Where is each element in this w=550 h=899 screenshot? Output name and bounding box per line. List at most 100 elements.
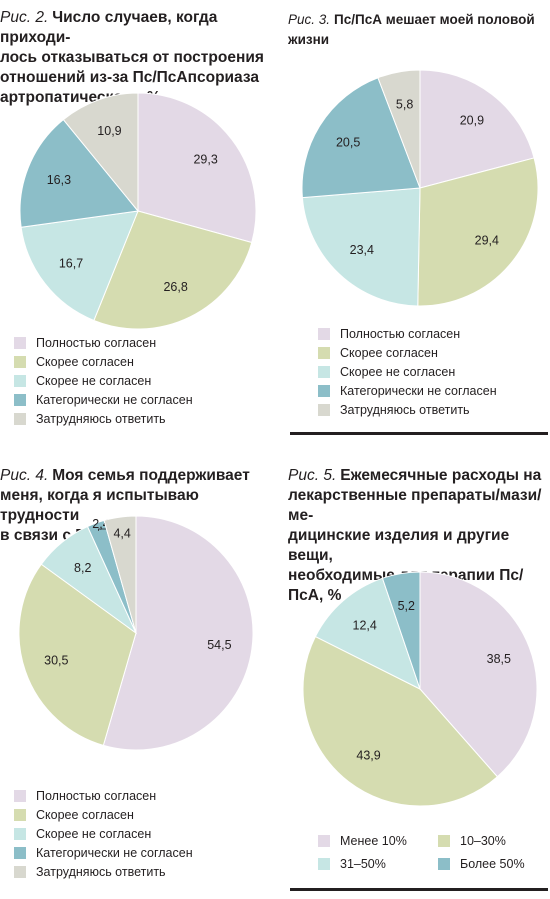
legend-label: Скорее не согласен — [340, 364, 456, 379]
pie-slice — [301, 77, 421, 199]
legend-swatch — [318, 365, 330, 378]
pie-slice — [381, 571, 421, 690]
pie-slice — [137, 92, 257, 244]
pie-slice — [20, 210, 139, 322]
legend-swatch — [14, 808, 26, 821]
title-line: Число случаев, когда приходи- — [0, 9, 218, 46]
legend-label: Полностью согласен — [36, 788, 157, 803]
data-label: 12,4 — [353, 618, 377, 632]
legend-item: Категорически не согласен — [318, 381, 497, 400]
pie-group: 38,5 43,9 12,4 5,2 — [302, 571, 538, 807]
legend-swatch — [318, 384, 330, 397]
data-label: 16,7 — [59, 256, 83, 270]
legend-fig4: Полностью согласен Скорее согласен Скорее … — [14, 786, 193, 881]
legend-item: Более 50% — [438, 855, 548, 873]
title-text: Пс/ПсА мешает моей половой жизни — [288, 12, 535, 47]
data-label: 20,9 — [460, 114, 484, 128]
legend-item: Затрудняюсь ответить — [318, 400, 497, 419]
legend-label: Затрудняюсь ответить — [36, 864, 166, 879]
pie-slice — [62, 92, 139, 213]
legend-swatch — [318, 835, 330, 847]
legend-item: Категорически не согласен — [14, 390, 193, 409]
legend-fig5: Менее 10% 10–30% 31–50% Более 50% — [318, 832, 548, 873]
pie-slice — [314, 577, 421, 690]
legend-swatch — [318, 346, 330, 359]
pie-group: 29,3 26,8 16,7 16,3 10,9 — [19, 92, 257, 330]
data-label: 16,3 — [47, 173, 71, 187]
pie-slice — [419, 571, 538, 778]
legend-item: Затрудняюсь ответить — [14, 862, 193, 881]
legend-label: Категорически не согласен — [340, 383, 497, 398]
legend-label: Категорически не согласен — [36, 845, 193, 860]
legend-swatch — [14, 355, 26, 368]
title-line: меня, когда я испытываю трудности — [0, 487, 199, 524]
legend-label: 31–50% — [340, 857, 386, 871]
legend-fig3: Полностью согласен Скорее согласен Скорее … — [318, 324, 497, 419]
legend-swatch — [14, 865, 26, 878]
pie-slice — [19, 118, 139, 228]
data-label: 10,9 — [97, 124, 121, 138]
legend-label: Менее 10% — [340, 834, 407, 848]
legend-fig2: Полностью согласен Скорее согласен Скорее … — [14, 333, 193, 428]
legend-swatch — [438, 835, 450, 847]
legend-item: Скорее согласен — [318, 343, 497, 362]
legend-label: 10–30% — [460, 834, 506, 848]
legend-label: Скорее согласен — [36, 354, 134, 369]
legend-label: Более 50% — [460, 857, 525, 871]
data-label: 29,3 — [193, 153, 217, 167]
legend-swatch — [14, 412, 26, 425]
title-line: лось отказываться от построения — [0, 49, 264, 66]
legend-label: Скорее не согласен — [36, 373, 152, 388]
pie-slice — [93, 210, 253, 330]
legend-swatch — [14, 374, 26, 387]
data-label: 8,2 — [74, 561, 91, 575]
figure-label: Рис. 3. — [288, 12, 331, 27]
legend-item: 31–50% — [318, 855, 438, 873]
legend-label: Полностью согласен — [340, 326, 461, 341]
legend-item: Полностью согласен — [14, 786, 193, 805]
title-line: Моя семья поддерживает — [52, 467, 250, 484]
title-line: дицинские изделия и другие вещи, — [288, 527, 510, 564]
legend-label: Скорее не согласен — [36, 826, 152, 841]
divider — [290, 888, 548, 891]
legend-item: Полностью согласен — [318, 324, 497, 343]
legend-swatch — [14, 336, 26, 349]
pie-slice — [419, 69, 535, 189]
pie-slice — [302, 635, 499, 807]
data-label: 5,8 — [396, 97, 413, 111]
divider — [290, 432, 548, 435]
pie-slice — [377, 69, 421, 189]
chart-title: Рис. 3. Пс/ПсА мешает моей половой жизни — [288, 10, 550, 50]
pie-slice — [103, 515, 137, 634]
legend-label: Затрудняюсь ответить — [340, 402, 470, 417]
figure-label: Рис. 5. — [288, 467, 337, 484]
legend-item: Полностью согласен — [14, 333, 193, 352]
pie-slice — [18, 563, 137, 746]
legend-item: Скорее не согласен — [14, 824, 193, 843]
data-label: 54,5 — [207, 638, 231, 652]
legend-label: Скорее согласен — [340, 345, 438, 360]
legend-swatch — [438, 858, 450, 870]
legend-item: Скорее согласен — [14, 805, 193, 824]
legend-item: Затрудняюсь ответить — [14, 409, 193, 428]
data-label: 38,5 — [487, 652, 511, 666]
legend-swatch — [318, 327, 330, 340]
pie-slice — [102, 515, 254, 751]
data-label: 26,8 — [163, 280, 187, 294]
title-line: отношений из-за Пс/ПсАпсориаза — [0, 69, 259, 86]
title-line: лекарственные препараты/мази/ме- — [288, 487, 542, 524]
legend-label: Затрудняюсь ответить — [36, 411, 166, 426]
figure-label: Рис. 2. — [0, 9, 49, 26]
legend-swatch — [14, 846, 26, 859]
pie-slice — [417, 157, 539, 307]
data-label: 20,5 — [336, 136, 360, 150]
legend-label: Полностью согласен — [36, 335, 157, 350]
data-label: 29,4 — [475, 233, 499, 247]
chart-panel-fig3: Рис. 3. Пс/ПсА мешает моей половой жизни — [288, 0, 550, 445]
data-label: 30,5 — [44, 653, 68, 667]
legend-label: Категорически не согласен — [36, 392, 193, 407]
data-label: 5,2 — [398, 599, 415, 613]
legend-item: Скорее не согласен — [318, 362, 497, 381]
pie-slice — [301, 187, 421, 307]
